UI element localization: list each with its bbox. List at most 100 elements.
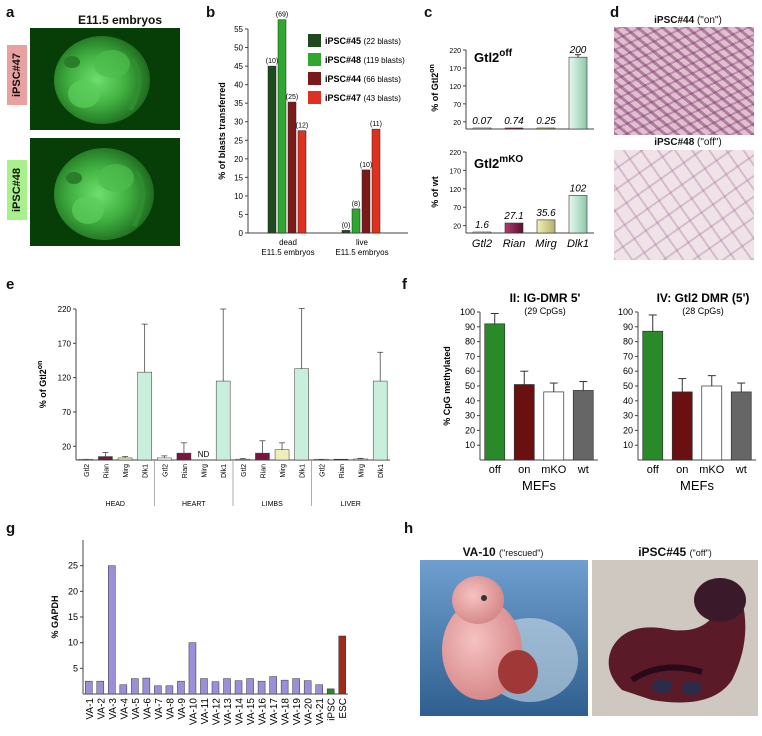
- c-top-bar-label: 0.25: [536, 116, 556, 127]
- e-ytick-label: 170: [58, 339, 72, 348]
- g-ytick-label: 15: [68, 612, 78, 622]
- c-top-ytick-label: 220: [449, 48, 461, 55]
- c-top-ytick-label: 170: [449, 66, 461, 73]
- f-right-ytick-label: 90: [623, 322, 633, 332]
- g-category-label: VA-17: [269, 698, 280, 725]
- e-ytick-label: 70: [62, 408, 71, 417]
- f-y-label: % CpG methylated: [442, 346, 452, 426]
- b-ytick-label: 5: [239, 210, 244, 219]
- f-right-category-label: off: [647, 464, 660, 476]
- c-top-bar-label: 200: [569, 45, 587, 56]
- g-category-label: VA-16: [258, 698, 269, 725]
- c-bottom-ytick-label: 20: [453, 224, 461, 231]
- e-group-label: LIVER: [341, 501, 361, 508]
- e-group-label: HEAD: [106, 501, 125, 508]
- e-y-label: % of Gtl2on: [37, 361, 48, 409]
- panel-label-h: h: [404, 520, 414, 537]
- b-category-label: dead: [279, 238, 297, 247]
- b-bar-label: (10): [266, 58, 278, 65]
- micrograph-ipsc44-on: [614, 27, 754, 135]
- b-bar: [297, 130, 307, 234]
- b-bar: [361, 169, 371, 234]
- g-ytick-label: 5: [73, 663, 78, 673]
- panel-a-embryo-images: [30, 28, 180, 246]
- panel-h-left-caption: VA-10 ("rescued"): [418, 545, 588, 559]
- g-ytick-label: 10: [68, 638, 78, 648]
- tag-ipsc47: iPSC#47: [7, 45, 27, 105]
- tag-ipsc48: iPSC#48: [7, 160, 27, 220]
- f-left-bar: [484, 323, 506, 461]
- b-legend-swatch: [308, 34, 321, 47]
- g-category-label: ESC: [338, 698, 349, 719]
- f-right-title: IV: Gtl2 DMR (5'): [657, 291, 750, 305]
- g-bar: [315, 684, 323, 695]
- g-bar: [269, 676, 277, 695]
- panel-d-bottom-caption-note: ("off"): [697, 137, 722, 148]
- f-left-category-label: mKO: [541, 464, 567, 476]
- g-category-label: VA-7: [154, 698, 165, 720]
- f-right-ytick-label: 60: [623, 366, 633, 376]
- f-right-bar: [642, 330, 664, 461]
- f-left-category-label: off: [489, 464, 502, 476]
- f-left-ytick-label: 60: [465, 366, 475, 376]
- c-bottom-category-label: Rian: [503, 238, 526, 250]
- c-bottom-ytick-label: 170: [449, 168, 461, 175]
- f-left-category-label: wt: [577, 464, 589, 476]
- panel-d-top-caption: iPSC#44 ("on"): [618, 15, 758, 26]
- embryo-image-ipsc47: [54, 36, 150, 124]
- g-category-label: VA-1: [85, 698, 96, 720]
- e-gene-label: Gtl2: [241, 464, 248, 477]
- panel-label-e: e: [6, 276, 15, 293]
- b-ytick-label: 55: [234, 25, 243, 34]
- f-left-ytick-label: 90: [465, 322, 475, 332]
- e-bar: [235, 458, 251, 461]
- g-bar: [303, 680, 312, 695]
- f-right-ytick-label: 30: [623, 411, 633, 421]
- g-bar: [200, 678, 208, 695]
- panel-label-g: g: [6, 520, 16, 537]
- c-bottom-category-label: Mirg: [535, 238, 557, 250]
- g-bar: [326, 688, 335, 695]
- b-category-label: live: [356, 238, 369, 247]
- c-bottom-category-label: Dlk1: [567, 238, 589, 250]
- e-bar: [274, 449, 290, 461]
- g-bar: [338, 635, 346, 695]
- e-gene-label: Rian: [339, 464, 346, 479]
- f-right-ytick-label: 50: [623, 381, 633, 391]
- b-legend-swatch: [308, 53, 321, 66]
- panel-label-c: c: [424, 4, 433, 21]
- b-ytick-label: 10: [234, 192, 243, 201]
- e-gene-label: Mirg: [280, 464, 287, 478]
- e-gene-label: Mirg: [359, 464, 366, 478]
- c-top-ytick-label: 20: [453, 120, 461, 127]
- b-bar: [341, 230, 351, 234]
- f-left-ytick-label: 10: [465, 440, 475, 450]
- micrograph-ipsc48-off: [614, 150, 754, 260]
- c-bottom-title: Gtl2mKO: [474, 154, 523, 171]
- c-bottom-bar-label: 102: [570, 183, 587, 194]
- f-left-ytick-label: 50: [465, 381, 475, 391]
- chart-c: 20 70 120 170 220 0.07 0.74 0.25 200 20 70 120 170 22…: [429, 45, 594, 250]
- panel-d-bottom-caption-main: iPSC#48: [654, 137, 695, 148]
- g-bar: [108, 565, 116, 695]
- f-left-ytick-label: 70: [465, 351, 475, 361]
- f-left-bar: [513, 384, 535, 461]
- e-nd-label: ND: [198, 450, 210, 459]
- b-y-label: % of blasts transferred: [217, 82, 227, 180]
- b-bar: [371, 128, 381, 234]
- b-bar-label: (25): [286, 94, 298, 101]
- g-bar: [96, 680, 105, 695]
- f-right-xgroup-label: MEFs: [680, 478, 714, 493]
- e-ytick-label: 20: [62, 442, 71, 451]
- b-legend-label: iPSC#47 (43 blasts): [325, 93, 401, 103]
- f-right-category-label: on: [676, 464, 688, 476]
- c-bottom-bar-label: 1.6: [475, 220, 489, 231]
- f-right-bar: [671, 391, 693, 461]
- panel-h-right-caption-main: iPSC#45: [638, 545, 687, 559]
- c-top-bar-label: 0.74: [504, 116, 524, 127]
- c-bottom-ytick-label: 120: [449, 187, 461, 194]
- chart-b: 0 5 10 15 20 25 30 35 40 45 50 55 % of blasts transf…: [217, 12, 408, 257]
- tag-ipsc48-text: iPSC#48: [11, 167, 23, 213]
- g-category-label: VA-13: [223, 698, 234, 725]
